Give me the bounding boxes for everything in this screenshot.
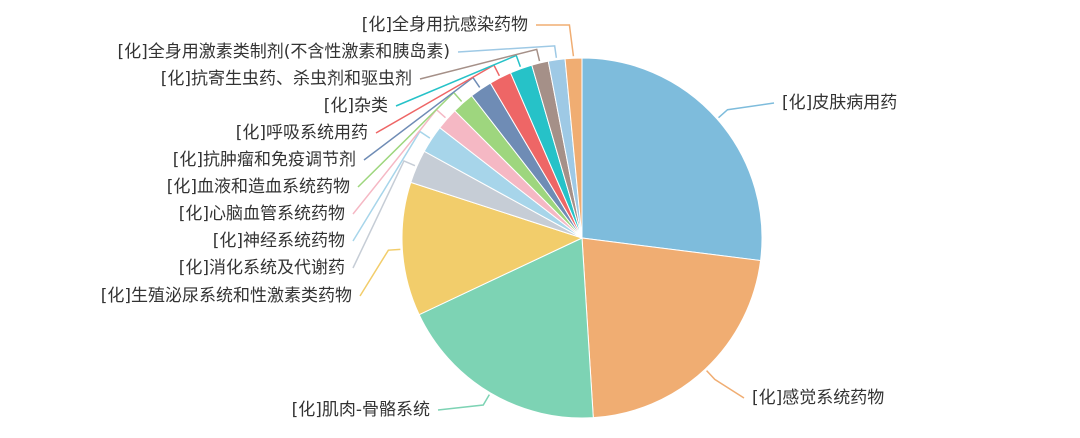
pie-slice xyxy=(581,237,762,419)
slice-label: [化]生殖泌尿系统和性激素类药物 xyxy=(101,286,352,306)
slice-label: [化]抗肿瘤和免疫调节剂 xyxy=(173,150,356,170)
pie-slice xyxy=(564,57,583,239)
slice-label: [化]神经系统药物 xyxy=(213,231,345,251)
slice-label: [化]心脑血管系统药物 xyxy=(179,204,345,224)
slice-label: [化]血液和造血系统药物 xyxy=(167,177,350,197)
pie-slice xyxy=(418,237,594,419)
leader-line xyxy=(437,394,491,411)
leader-line xyxy=(536,24,575,57)
leader-line xyxy=(706,370,745,399)
slice-label: [化]全身用抗感染药物 xyxy=(362,15,528,35)
leader-line xyxy=(457,45,558,58)
pie-slice xyxy=(401,181,584,316)
slice-label: [化]杂类 xyxy=(324,96,388,116)
slice-label: [化]全身用激素类制剂(不含性激素和胰岛素) xyxy=(117,42,450,62)
pie-slice xyxy=(581,57,763,262)
leader-line xyxy=(352,159,416,269)
slice-label: [化]呼吸系统用药 xyxy=(236,123,368,143)
slice-label: [化]感觉系统药物 xyxy=(752,388,884,408)
leader-line xyxy=(395,54,522,107)
slice-label: [化]消化系统及代谢药 xyxy=(179,258,345,278)
leader-line xyxy=(718,102,775,119)
slice-label: [化]肌肉-骨骼系统 xyxy=(292,400,430,420)
slice-label: [化]抗寄生虫药、杀虫剂和驱虫剂 xyxy=(161,69,412,89)
leader-line xyxy=(419,48,541,80)
leader-line xyxy=(359,248,401,297)
slice-label: [化]皮肤病用药 xyxy=(782,93,897,113)
